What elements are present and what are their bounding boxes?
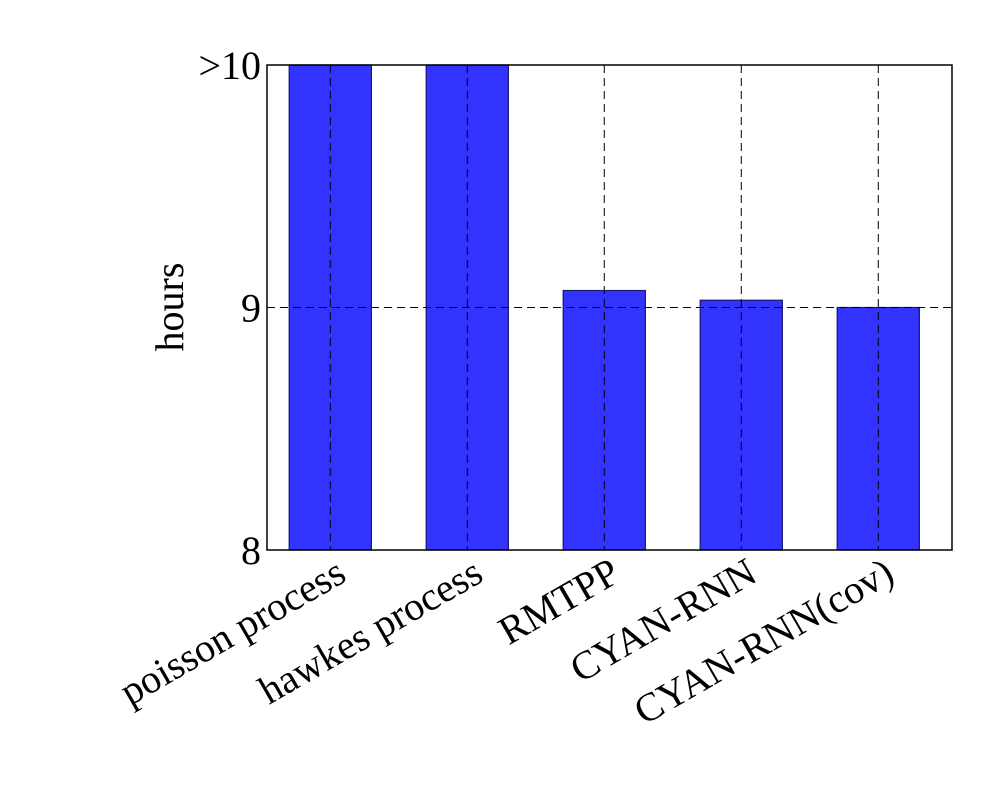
y-tick-label: >10 [198, 43, 261, 88]
y-axis-label: hours [147, 263, 192, 352]
grid-overlay [267, 65, 952, 550]
y-tick-label: 9 [241, 286, 261, 331]
x-tick-label: poisson process [112, 549, 353, 714]
y-tick-labels: 8 9 >10 [198, 43, 275, 573]
y-tick-label: 8 [241, 528, 261, 573]
